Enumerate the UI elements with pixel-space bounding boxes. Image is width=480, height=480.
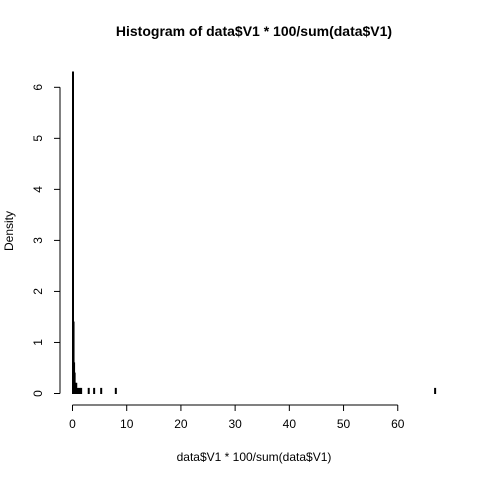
- histogram-bar: [434, 387, 437, 394]
- histogram-bar: [93, 387, 96, 394]
- y-axis-label: Density: [2, 211, 16, 251]
- histogram-bar: [114, 387, 117, 394]
- chart-title: Histogram of data$V1 * 100/sum(data$V1): [116, 23, 392, 39]
- histogram-bar: [80, 387, 83, 394]
- x-tick-label: 60: [391, 417, 405, 431]
- histogram-bars: [72, 71, 437, 395]
- histogram-bar: [100, 387, 103, 394]
- x-axis: 0 10 20 30 40 50 60: [69, 404, 405, 431]
- y-tick-label: 5: [31, 135, 45, 142]
- x-axis-label: data$V1 * 100/sum(data$V1): [177, 450, 332, 464]
- x-tick-label: 0: [69, 417, 76, 431]
- histogram-bar: [87, 387, 90, 394]
- x-tick-label: 10: [120, 417, 134, 431]
- y-tick-label: 0: [31, 390, 45, 397]
- x-tick-label: 40: [283, 417, 297, 431]
- y-tick-label: 3: [31, 237, 45, 244]
- y-tick-label: 4: [31, 186, 45, 193]
- histogram-bar: [78, 387, 81, 394]
- y-tick-label: 6: [31, 84, 45, 91]
- x-tick-label: 20: [174, 417, 188, 431]
- x-tick-label: 50: [337, 417, 351, 431]
- y-axis: 0 1 2 3 4 5 6: [31, 84, 61, 397]
- histogram-bar: [76, 387, 79, 394]
- x-tick-label: 30: [228, 417, 242, 431]
- y-tick-label: 2: [31, 288, 45, 295]
- histogram-bar: [75, 382, 78, 395]
- y-tick-label: 1: [31, 339, 45, 346]
